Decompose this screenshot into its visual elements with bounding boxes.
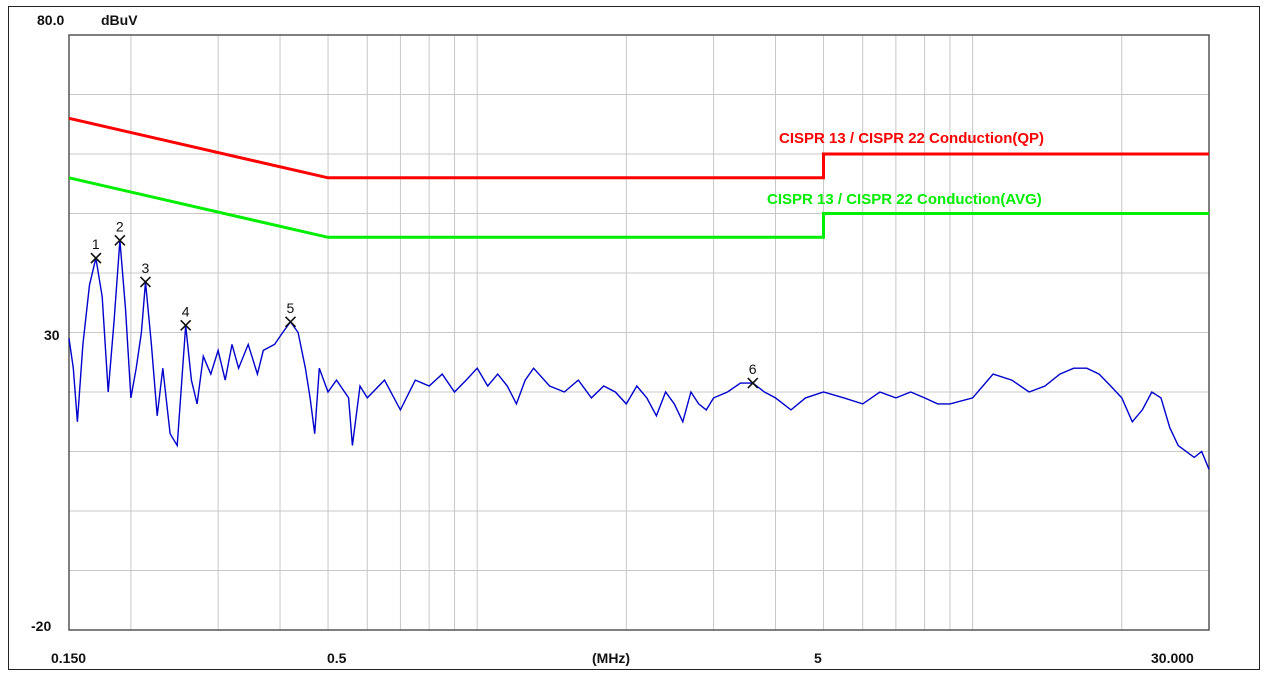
marker-x xyxy=(90,252,102,264)
limit-line xyxy=(68,116,1209,180)
x-tick-label: 5 xyxy=(814,650,822,666)
x-tick-label: 0.150 xyxy=(51,650,86,666)
y-unit-label: dBuV xyxy=(101,12,138,28)
avg-limit-label: CISPR 13 / CISPR 22 Conduction(AVG) xyxy=(767,191,1042,208)
plot-area xyxy=(68,34,1210,631)
x-tick-label: 0.5 xyxy=(327,650,347,666)
qp-limit-label: CISPR 13 / CISPR 22 Conduction(QP) xyxy=(779,130,1044,147)
grid xyxy=(69,35,1209,630)
marker-label: 3 xyxy=(141,260,149,276)
marker-x xyxy=(747,377,759,389)
marker-label: 2 xyxy=(116,218,124,234)
x-tick-label: 30.000 xyxy=(1151,650,1194,666)
limit-lines xyxy=(68,116,1209,239)
marker-label: 4 xyxy=(182,303,190,319)
measurement-trace xyxy=(68,240,1210,470)
marker-label: 5 xyxy=(287,300,295,316)
marker-label: 6 xyxy=(749,361,757,377)
marker-x xyxy=(284,316,297,328)
y-mid-label: 30 xyxy=(44,327,60,343)
marker-x xyxy=(114,234,126,246)
x-axis-unit: (MHz) xyxy=(592,650,630,666)
trace-layer xyxy=(68,240,1210,470)
marker-x xyxy=(180,319,192,331)
y-bottom-label: -20 xyxy=(31,618,51,634)
marker-label: 1 xyxy=(92,236,100,252)
y-top-label: 80.0 xyxy=(37,12,64,28)
marker-x xyxy=(139,276,152,288)
markers: 12 3 4 5 6 xyxy=(90,218,759,389)
limit-line xyxy=(68,176,1209,239)
